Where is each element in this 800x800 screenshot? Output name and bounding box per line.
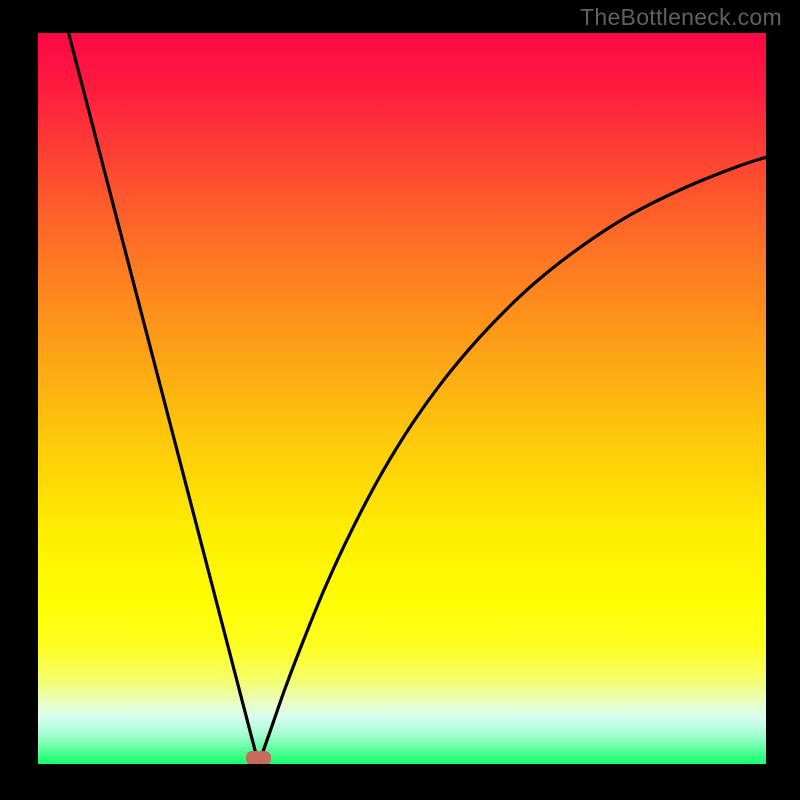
bottleneck-curve [38, 33, 766, 764]
plot-area [38, 33, 766, 764]
optimal-point-marker [246, 751, 271, 764]
watermark-text: TheBottleneck.com [580, 4, 782, 31]
